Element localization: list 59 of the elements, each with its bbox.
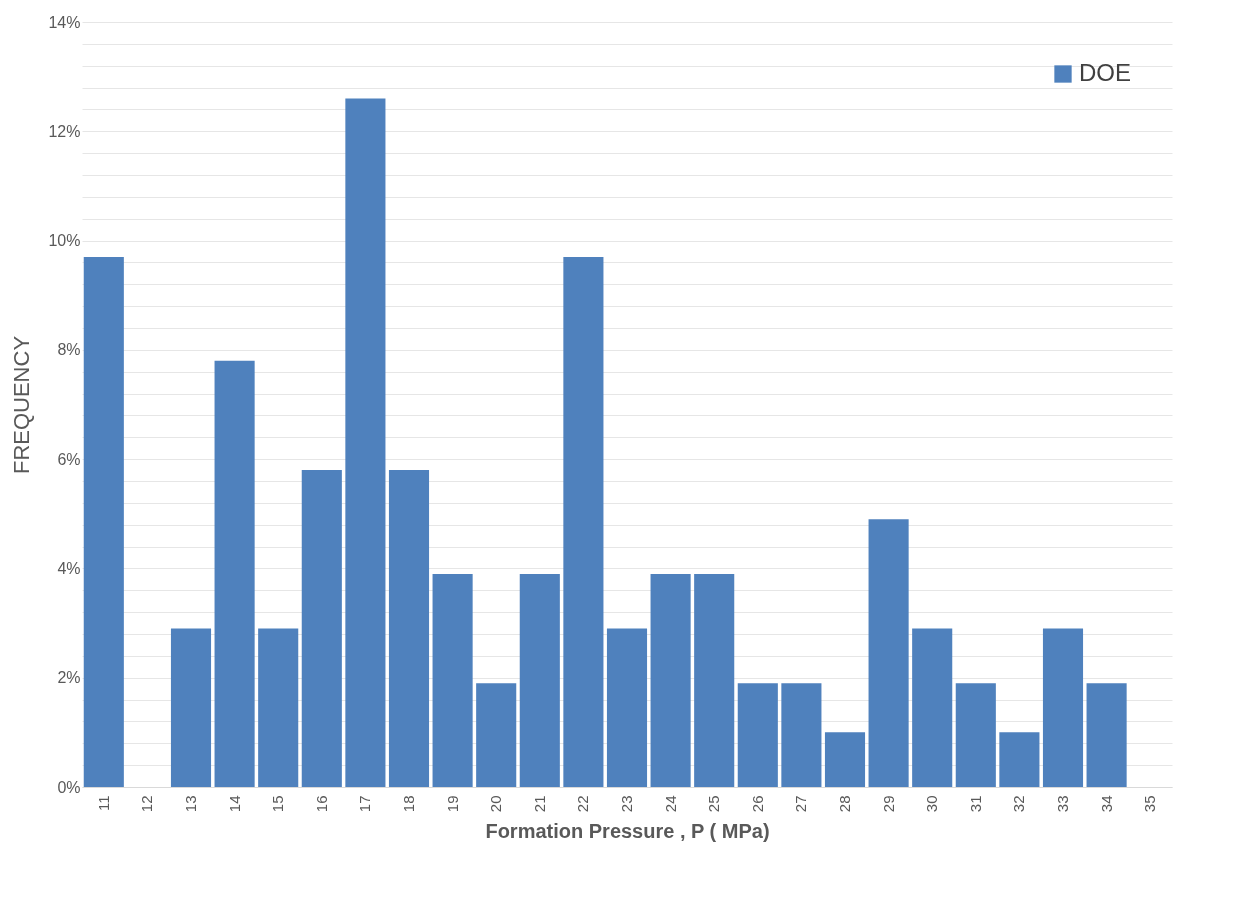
x-tick-label: 30 [923, 795, 941, 813]
bar [214, 360, 255, 787]
bar [258, 628, 299, 787]
legend-label: DOE [1079, 59, 1132, 86]
y-tick-label: 2% [57, 669, 81, 687]
y-tick-label: 12% [48, 122, 81, 140]
bar [868, 519, 909, 787]
bar [781, 683, 822, 787]
bar [999, 732, 1040, 787]
x-tick-label: 35 [1141, 795, 1159, 813]
bar [170, 628, 212, 787]
x-tick-label: 27 [792, 795, 810, 813]
bar [432, 573, 473, 787]
bar [650, 573, 691, 787]
x-tick-label: 32 [1010, 795, 1028, 813]
bar [519, 573, 560, 787]
x-tick-label: 22 [574, 795, 592, 813]
x-tick-label: 17 [356, 795, 374, 813]
x-tick-label: 20 [487, 795, 505, 813]
x-tick-label: 34 [1097, 795, 1115, 813]
bar [955, 683, 996, 787]
x-tick-label: 14 [225, 795, 243, 813]
bar [388, 470, 430, 787]
x-tick-label: 33 [1054, 795, 1071, 813]
x-tick-label: 16 [312, 795, 330, 813]
x-tick-label: 24 [661, 795, 679, 813]
y-tick-label: 4% [57, 559, 81, 577]
x-tick-label: 31 [966, 795, 984, 813]
x-tick-label: 18 [400, 795, 417, 813]
x-tick-label: 28 [836, 795, 853, 813]
y-axis-title: FREQUENCY [9, 335, 35, 475]
x-tick-label: 25 [705, 795, 723, 813]
y-tick-label: 8% [57, 341, 81, 359]
bar [563, 256, 604, 787]
x-tick-label: 23 [618, 795, 635, 813]
bar [1042, 628, 1084, 787]
x-tick-label: 29 [879, 795, 897, 813]
bar [824, 732, 866, 787]
y-tick-label: 14% [48, 13, 81, 31]
bar [694, 573, 735, 787]
x-tick-label: 21 [530, 795, 548, 813]
y-tick-label: 10% [48, 232, 81, 250]
x-tick-label: 13 [182, 795, 199, 813]
bar [345, 98, 386, 787]
bar [476, 683, 517, 787]
x-axis-title: Formation Pressure , P ( MPa) [485, 820, 770, 843]
bar [912, 628, 953, 787]
x-tick-label: 11 [94, 795, 112, 812]
x-tick-label: 26 [748, 795, 766, 813]
x-tick-label: 15 [269, 795, 287, 813]
bar [606, 628, 648, 787]
bar [83, 256, 124, 787]
bar [1086, 683, 1127, 787]
bar [737, 683, 778, 787]
x-tick-label: 19 [443, 795, 461, 813]
bar [301, 470, 342, 787]
y-tick-label: 6% [57, 450, 81, 468]
y-tick-label: 0% [57, 778, 81, 796]
x-tick-label: 12 [138, 795, 156, 813]
